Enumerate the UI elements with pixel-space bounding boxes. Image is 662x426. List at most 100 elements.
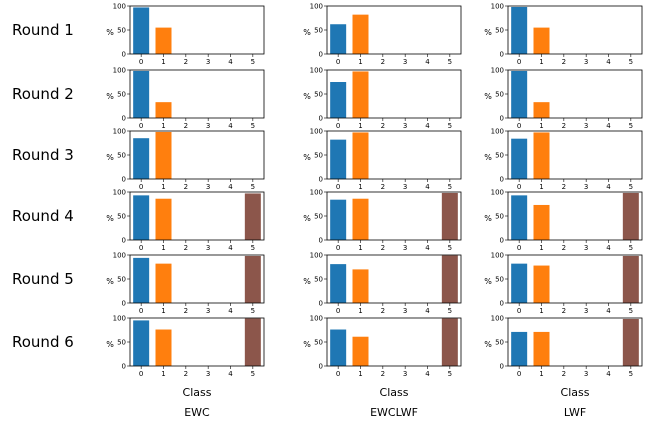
x-tick-label: 2 (184, 370, 188, 378)
bar-class-5 (244, 255, 261, 303)
x-tick-label: 2 (184, 58, 188, 66)
y-tick-label: 100 (310, 128, 323, 136)
y-tick-label: 50 (495, 91, 504, 99)
panel-ewc-round-3: 0 50 100% 0 1 2 3 4 5 (106, 128, 265, 191)
round-label-6: Round 6 (12, 333, 74, 351)
panel-ewclwf-round-4: 0 50 100% 0 1 2 3 4 5 (303, 189, 462, 252)
x-tick-label: 5 (251, 307, 255, 315)
x-tick-label: 0 (336, 183, 340, 191)
x-tick-label: 3 (584, 307, 588, 315)
y-axis-unit: % (303, 28, 311, 37)
x-tick-label: 5 (448, 244, 452, 252)
y-tick-label: 100 (491, 189, 504, 197)
x-tick-label: 0 (139, 370, 143, 378)
y-tick-label: 100 (113, 189, 126, 197)
x-tick-label: 4 (606, 58, 611, 66)
x-tick-label: 5 (448, 122, 452, 130)
y-tick-label: 50 (495, 276, 504, 284)
x-tick-label: 4 (228, 307, 233, 315)
y-axis-unit: % (303, 214, 311, 223)
bar-class-0 (511, 331, 528, 366)
bar-class-1 (533, 331, 550, 366)
bar-class-0 (330, 24, 347, 54)
y-tick-label: 0 (122, 300, 126, 308)
x-tick-label: 2 (381, 244, 385, 252)
y-tick-label: 0 (319, 51, 323, 59)
y-tick-label: 0 (319, 176, 323, 184)
axes-frame (129, 317, 265, 367)
x-tick-label: 1 (539, 58, 543, 66)
bar-class-5 (441, 255, 458, 303)
y-tick-label: 0 (500, 115, 504, 123)
y-tick-label: 0 (500, 363, 504, 371)
y-axis-unit: % (106, 277, 114, 286)
y-tick-label: 0 (122, 237, 126, 245)
y-tick-label: 50 (117, 276, 126, 284)
bar-class-0 (511, 263, 528, 303)
x-tick-label: 4 (606, 307, 611, 315)
y-tick-label: 50 (314, 91, 323, 99)
bar-class-1 (352, 132, 369, 179)
bar-class-1 (533, 265, 550, 303)
x-tick-label: 1 (539, 122, 543, 130)
y-tick-label: 0 (319, 363, 323, 371)
y-tick-label: 100 (113, 315, 126, 323)
bar-class-0 (133, 70, 150, 118)
y-axis-unit: % (484, 153, 492, 162)
bar-class-0 (330, 82, 347, 118)
bar-class-0 (330, 329, 347, 366)
x-tick-label: 5 (629, 122, 633, 130)
y-tick-label: 50 (117, 152, 126, 160)
y-axis-unit: % (484, 340, 492, 349)
y-tick-label: 50 (117, 91, 126, 99)
x-tick-label: 1 (161, 244, 165, 252)
x-tick-label: 4 (228, 244, 233, 252)
x-tick-label: 3 (584, 370, 588, 378)
x-tick-label: 3 (584, 58, 588, 66)
bar-class-5 (622, 318, 639, 366)
y-tick-label: 100 (310, 3, 323, 11)
panel-ewc-round-5: 0 50 100% 0 1 2 3 4 5 (106, 252, 265, 315)
panel-ewclwf-round-3: 0 50 100% 0 1 2 3 4 5 (303, 128, 462, 191)
y-axis-unit: % (106, 340, 114, 349)
bar-class-1 (352, 14, 369, 55)
method-label-ewclwf: EWCLWF (370, 406, 418, 419)
y-tick-label: 50 (314, 339, 323, 347)
x-tick-label: 0 (517, 122, 521, 130)
bar-class-1 (155, 329, 172, 366)
y-tick-label: 100 (310, 252, 323, 260)
bar-class-1 (155, 102, 172, 118)
x-tick-label: 5 (629, 183, 633, 191)
x-tick-label: 0 (139, 183, 143, 191)
axes-frame (129, 191, 265, 241)
panel-ewclwf-round-2: 0 50 100% 0 1 2 3 4 5 (303, 67, 462, 130)
x-tick-label: 3 (584, 183, 588, 191)
bar-class-1 (533, 102, 550, 118)
axes-frame (507, 191, 643, 241)
x-tick-label: 0 (336, 370, 340, 378)
bar-class-1 (352, 269, 369, 303)
axes-frame (129, 69, 265, 119)
y-tick-label: 0 (319, 115, 323, 123)
method-label-lwf: LWF (564, 406, 586, 419)
y-tick-label: 0 (319, 300, 323, 308)
x-tick-label: 2 (562, 244, 566, 252)
x-tick-label: 0 (517, 370, 521, 378)
y-axis-unit: % (106, 28, 114, 37)
y-tick-label: 50 (314, 27, 323, 35)
x-tick-label: 0 (336, 122, 340, 130)
x-tick-label: 0 (517, 58, 521, 66)
y-tick-label: 0 (122, 176, 126, 184)
x-tick-label: 3 (206, 122, 210, 130)
bar-class-0 (330, 139, 347, 179)
x-tick-label: 5 (251, 122, 255, 130)
x-tick-label: 3 (403, 370, 407, 378)
y-tick-label: 100 (491, 67, 504, 75)
x-tick-label: 4 (228, 58, 233, 66)
x-tick-label: 4 (228, 183, 233, 191)
x-tick-label: 1 (358, 244, 362, 252)
x-tick-label: 2 (381, 370, 385, 378)
round-label-4: Round 4 (12, 207, 74, 225)
axes-frame (326, 130, 462, 180)
